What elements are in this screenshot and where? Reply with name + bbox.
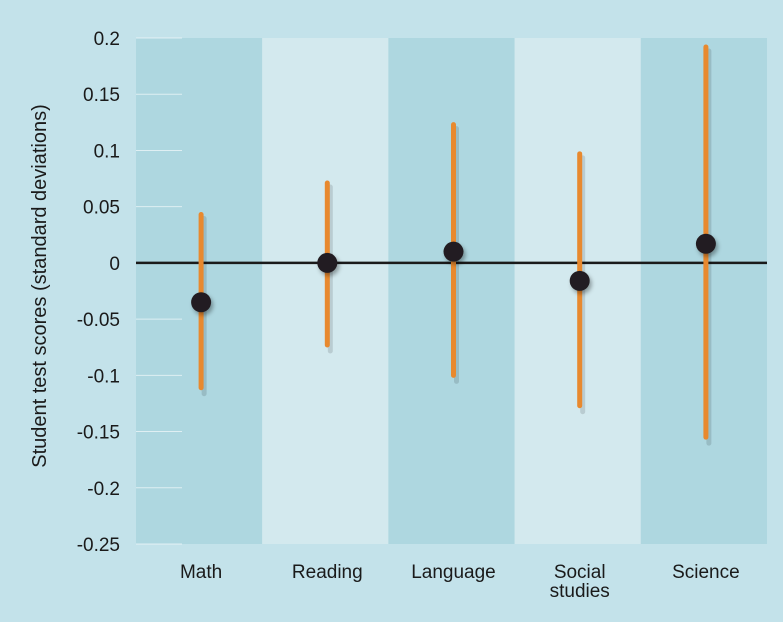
x-tick-label: Math [180, 562, 222, 583]
x-tick-label: Language [411, 562, 496, 583]
data-point [569, 270, 590, 291]
y-tick-label: -0.1 [87, 366, 120, 387]
y-tick-label: 0.1 [94, 141, 120, 162]
data-point [695, 233, 716, 254]
y-tick-label: 0.05 [83, 198, 120, 219]
x-tick-label: Science [672, 562, 740, 583]
x-tick-label: Social [554, 562, 606, 583]
x-tick-label: Reading [292, 562, 363, 583]
y-tick-label: -0.25 [77, 535, 120, 556]
y-tick-label: -0.2 [87, 479, 120, 500]
data-point [191, 292, 212, 313]
y-tick-label: 0.15 [83, 85, 120, 106]
y-axis-label: Student test scores (standard deviations… [29, 104, 51, 468]
y-tick-label: 0.2 [94, 29, 120, 50]
data-point [443, 241, 464, 262]
y-tick-label: 0 [109, 254, 120, 275]
x-tick-label: studies [550, 581, 610, 602]
y-tick-label: -0.15 [77, 423, 120, 444]
y-tick-label: -0.05 [77, 310, 120, 331]
data-point [317, 252, 338, 273]
